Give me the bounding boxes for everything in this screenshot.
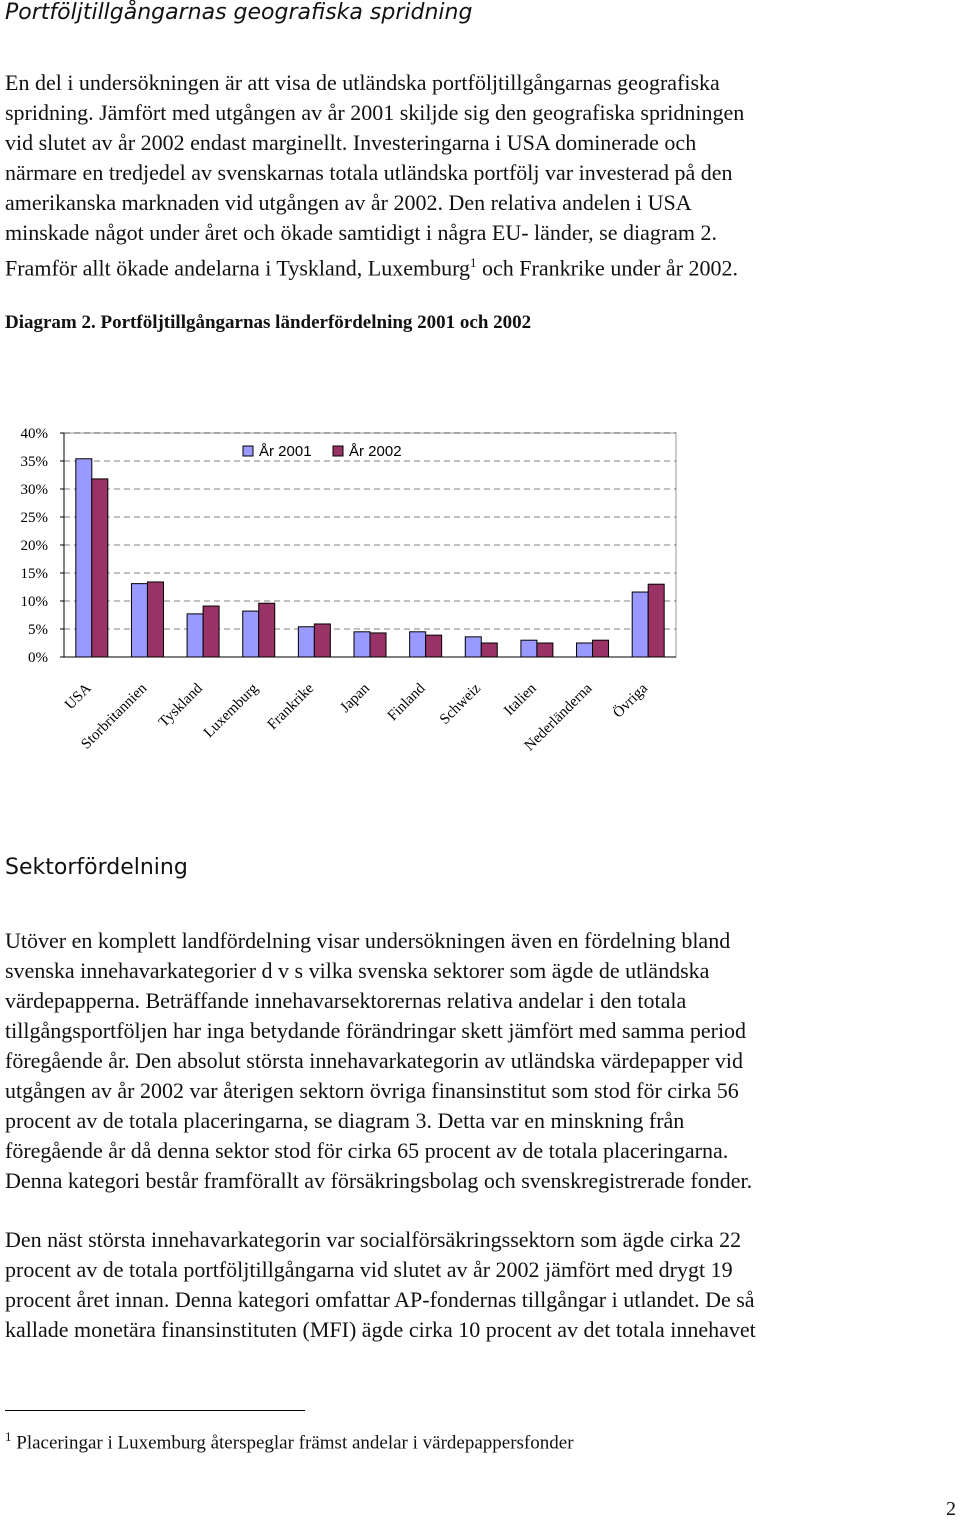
text-line: Framför allt ökade andelarna i Tyskland,… [5,248,744,283]
footnote-text: Placeringar i Luxemburg återspeglar främ… [11,1432,574,1454]
y-tick-label: 15% [21,566,49,582]
x-tick-label: Finland [385,680,429,724]
bar [647,583,665,658]
y-tick-label: 30% [21,482,49,498]
text-line: närmare en tredjedel av svenskarnas tota… [5,160,733,185]
bar [313,623,331,658]
y-tick-label: 25% [21,510,49,526]
text-line: utgången av år 2002 var återigen sektorn… [5,1078,739,1103]
bar [576,642,594,658]
legend-swatch [242,445,254,457]
text-line: Den näst största innehavarkategorin var … [5,1227,742,1252]
bar [297,626,315,658]
text-line: procent av de totala placeringarna, se d… [5,1108,685,1133]
y-tick-label: 20% [21,538,49,554]
y-tick-label: 0% [28,650,48,666]
legend-swatch [332,445,344,457]
legend-label: År 2001 [259,443,312,460]
x-tick-label: Italien [501,680,540,719]
legend-label: År 2002 [349,443,402,460]
x-tick-label: USA [62,680,95,713]
diagram-caption: Diagram 2. Portföljtillgångarnas länderf… [5,312,532,333]
footnote-marker: 1 [5,1429,12,1444]
y-tick-label: 5% [28,622,48,638]
text-line: kallade monetära finansinstituten (MFI) … [5,1317,756,1342]
text-line: amerikanska marknaden vid utgången av år… [5,190,692,215]
bar [353,631,371,658]
y-tick-label: 40% [21,426,49,442]
x-tick-label: Schweiz [437,680,484,727]
text-line: En del i undersökningen är att visa de u… [5,70,720,95]
x-tick-label: Luxemburg [201,680,262,741]
text: Framför allt ökade andelarna i Tyskland,… [5,255,471,281]
y-tick-label: 10% [21,594,49,610]
x-tick-label: Japan [337,680,373,716]
bar [146,581,164,658]
text-line: Denna kategori består framförallt av för… [5,1168,753,1193]
footnote-ref: 1 [470,255,477,270]
y-tick-label: 35% [21,454,49,470]
paragraph: Utöver en komplett landfördelning visar … [5,926,752,1196]
bar [480,642,498,658]
text-line: procent året innan. Denna kategori omfat… [5,1287,755,1312]
bar [464,636,482,658]
text: och Frankrike under år 2002. [476,255,739,281]
text-line: vid slutet av år 2002 endast marginellt.… [5,130,697,155]
bar [130,583,148,658]
chart: 0%5%10%15%20%25%30%35%40%USAStorbritanni… [21,426,677,754]
footnote-rule [5,1410,305,1411]
heading2: Sektorfördelning [5,855,188,880]
text-line: minskade något under året och ökade samt… [5,220,718,245]
text-line: föregående år. Den absolut största inneh… [5,1048,743,1073]
bar [91,478,109,658]
bar [186,613,204,658]
bar [425,634,443,658]
x-tick-label: Frankrike [265,680,318,733]
bar [258,602,276,658]
bar [409,631,427,658]
intro: En del i undersökningen är att visa de u… [5,68,744,283]
bar [520,639,538,658]
text-line: tillgångsportföljen har inga betydande f… [5,1018,747,1043]
bar [75,458,93,658]
bar [592,639,610,658]
paragraph: Den näst största innehavarkategorin var … [5,1225,756,1345]
x-tick-label: Tyskland [156,680,206,730]
text-line: värdepapperna. Beträffande innehavarsekt… [5,988,687,1013]
text-line: procent av de totala portföljtillgångarn… [5,1257,733,1282]
text-line: spridning. Jämfört med utgången av år 20… [5,100,745,125]
bar [242,610,260,658]
bar [369,632,387,658]
footnote: 1 Placeringar i Luxemburg återspeglar fr… [5,1422,574,1458]
text-line: svenska innehavarkategorier d v s vilka … [5,958,710,983]
bar [536,642,554,658]
heading: Portföljtillgångarnas geografiska spridn… [5,0,473,25]
bar [631,591,649,658]
x-tick-label: Övriga [610,680,652,722]
text-line: Utöver en komplett landfördelning visar … [5,928,731,953]
bar [202,605,220,658]
text-line: föregående år då denna sektor stod för c… [5,1138,729,1163]
page-number: 2 [946,1498,956,1520]
